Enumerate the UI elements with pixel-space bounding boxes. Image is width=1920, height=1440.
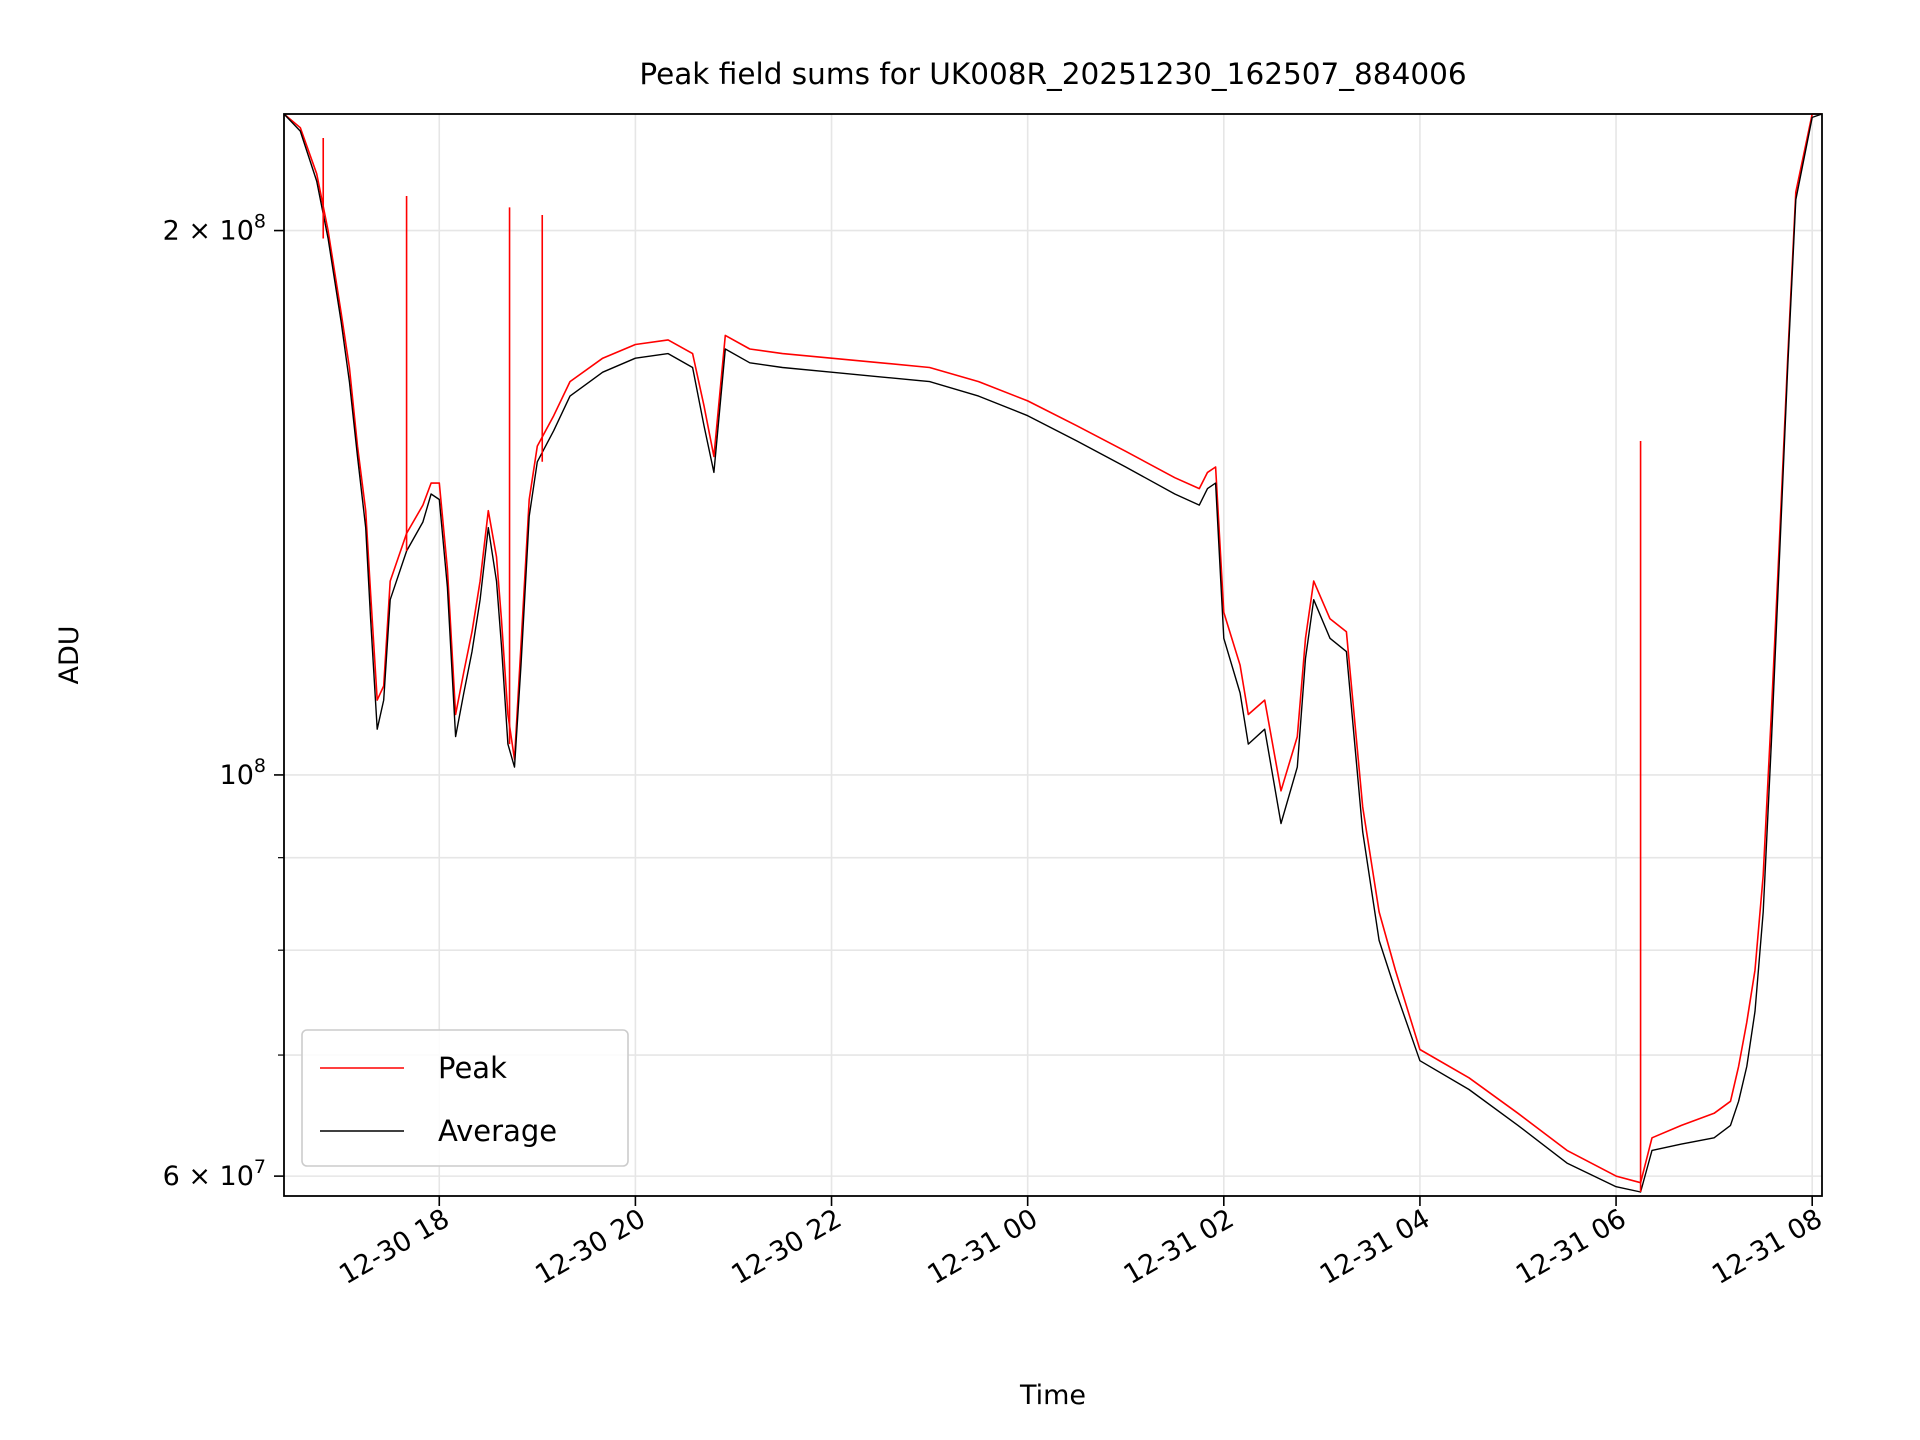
- x-tick-label: 12-31 04: [1315, 1203, 1436, 1291]
- x-tick-label: 12-31 08: [1707, 1203, 1828, 1291]
- legend-label-peak: Peak: [438, 1051, 507, 1085]
- y-axis-label: ADU: [54, 625, 85, 684]
- series-line-peak: [283, 113, 1822, 1184]
- x-axis-ticks: 12-30 18 12-30 20 12-30 22 12-31 00 12-31 02…: [334, 1196, 1828, 1291]
- y-tick-label: 108: [220, 755, 266, 791]
- x-tick-label: 12-30 18: [334, 1203, 455, 1291]
- series-line-average: [283, 113, 1823, 1193]
- y-axis-ticks: 6 × 107 108 2 × 108: [163, 211, 284, 1192]
- x-axis-label: Time: [1019, 1380, 1086, 1411]
- x-tick-label: 12-30 20: [530, 1203, 651, 1291]
- grid: [284, 114, 1822, 1196]
- series-layer: [283, 113, 1823, 1193]
- y-tick-label: 2 × 108: [163, 211, 266, 247]
- x-tick-label: 12-31 00: [923, 1203, 1044, 1291]
- legend-label-average: Average: [438, 1114, 557, 1148]
- x-tick-label: 12-31 06: [1511, 1203, 1632, 1291]
- plot-frame: [283, 113, 1823, 1197]
- x-tick-label: 12-30 22: [726, 1203, 847, 1291]
- legend-box: [301, 1029, 629, 1167]
- y-tick-label: 6 × 107: [163, 1156, 266, 1192]
- x-tick-label: 12-31 02: [1119, 1203, 1240, 1291]
- legend: Peak Average: [301, 1029, 629, 1167]
- chart-title: Peak field sums for UK008R_20251230_1625…: [639, 57, 1466, 91]
